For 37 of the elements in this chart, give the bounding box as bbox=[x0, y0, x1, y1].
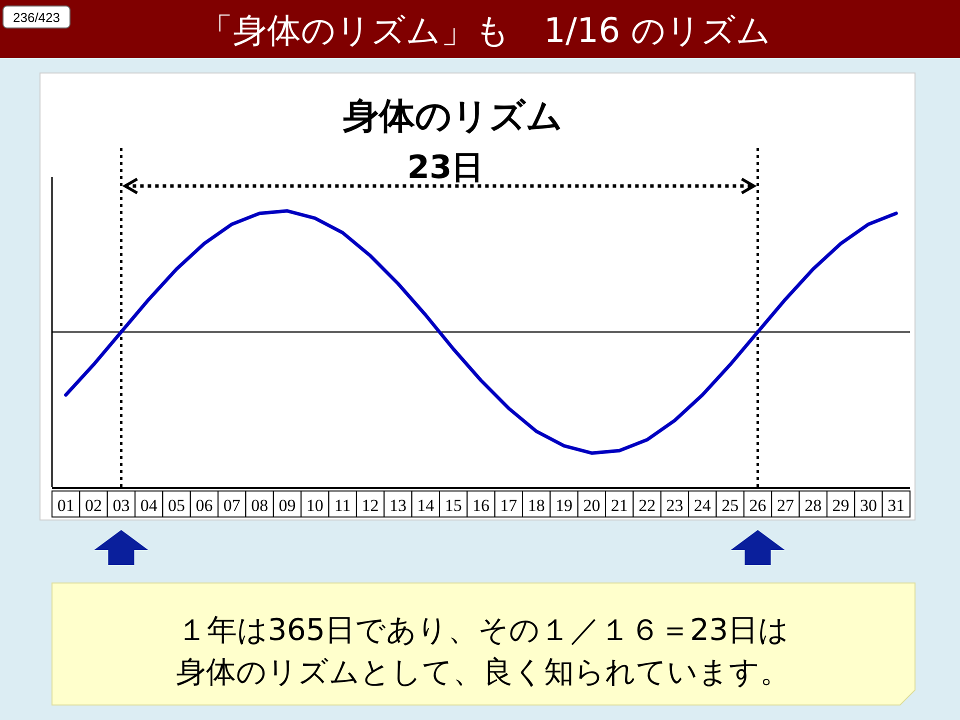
x-tick-label: 23 bbox=[666, 496, 684, 515]
x-tick-label: 21 bbox=[610, 496, 628, 515]
x-tick-label: 06 bbox=[196, 496, 213, 515]
x-tick-label: 01 bbox=[57, 496, 74, 515]
x-tick-label: 04 bbox=[140, 496, 158, 515]
x-tick-label: 08 bbox=[251, 496, 268, 515]
x-tick-label: 14 bbox=[417, 496, 435, 515]
chart-title: 身体のリズム bbox=[342, 96, 563, 137]
x-tick-label: 28 bbox=[804, 496, 822, 515]
x-tick-label: 29 bbox=[832, 496, 850, 515]
x-tick-label: 17 bbox=[500, 496, 518, 515]
x-tick-label: 11 bbox=[334, 496, 351, 515]
x-tick-label: 31 bbox=[888, 496, 905, 515]
x-tick-label: 09 bbox=[278, 496, 296, 515]
x-tick-label: 15 bbox=[444, 496, 462, 515]
text: １年は365日であり、その１／１６＝23日は bbox=[176, 613, 790, 648]
x-tick-label: 03 bbox=[112, 496, 130, 515]
x-tick-label: 27 bbox=[776, 496, 794, 515]
text: 「身体のリズム」も 1/16 のリズム bbox=[198, 11, 772, 51]
text: 身体のリズムとして、良く知られています。 bbox=[176, 655, 790, 690]
x-tick-label: 12 bbox=[362, 496, 379, 515]
x-tick-label: 02 bbox=[85, 496, 102, 515]
x-tick-label: 16 bbox=[472, 496, 490, 515]
x-tick-label: 19 bbox=[556, 496, 573, 515]
x-tick-label: 30 bbox=[860, 496, 877, 515]
x-tick-label: 18 bbox=[528, 496, 545, 515]
x-tick-label: 13 bbox=[389, 496, 406, 515]
x-tick-label: 24 bbox=[694, 496, 712, 515]
x-tick-label: 25 bbox=[722, 496, 739, 515]
x-tick-label: 05 bbox=[168, 496, 186, 515]
x-tick-label: 07 bbox=[223, 496, 241, 515]
x-tick-label: 20 bbox=[583, 496, 600, 515]
text: 23日 bbox=[407, 148, 484, 186]
x-tick-label: 22 bbox=[638, 496, 656, 515]
text: 236/423 bbox=[13, 10, 60, 25]
x-tick-label: 26 bbox=[749, 496, 766, 515]
x-tick-label: 10 bbox=[306, 496, 324, 515]
